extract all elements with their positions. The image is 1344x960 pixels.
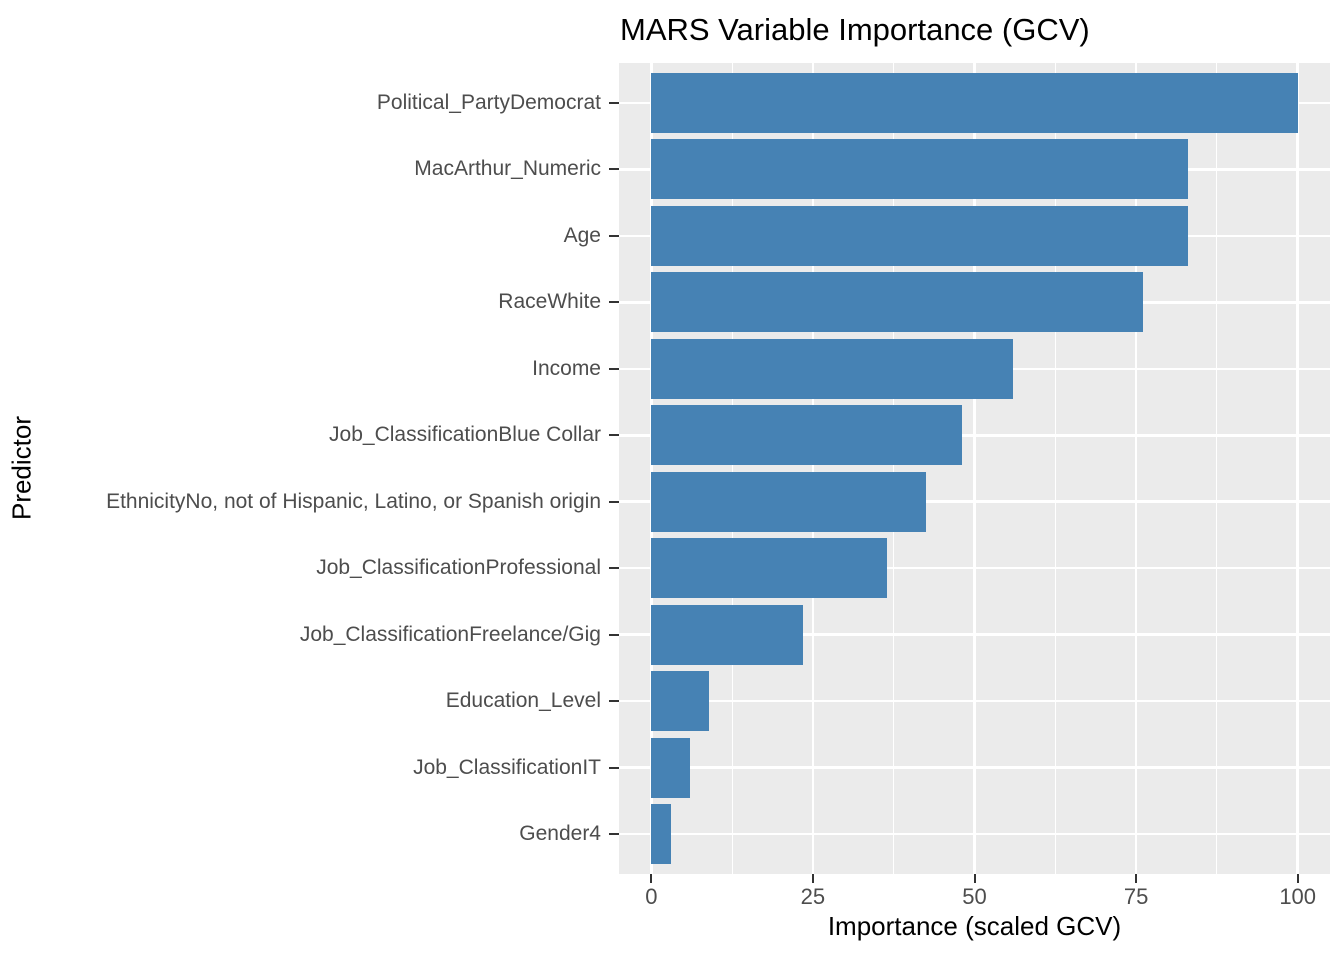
grid-major-h: [619, 832, 1330, 836]
y-tick: [609, 833, 619, 836]
bar: [651, 737, 691, 798]
bar: [651, 338, 1014, 399]
x-tick-label: 0: [645, 884, 658, 909]
grid-major-h: [619, 500, 1330, 503]
y-tick-label: Education_Level: [445, 689, 601, 713]
grid-major-h: [619, 699, 1330, 703]
grid-major-h: [619, 566, 1330, 570]
bar: [651, 471, 927, 532]
grid-minor-v: [1054, 63, 1056, 874]
chart-title: MARS Variable Importance (GCV): [620, 12, 1090, 47]
grid-major-v: [811, 63, 815, 874]
y-tick: [609, 500, 619, 503]
bar: [651, 205, 1188, 266]
grid-major-v: [650, 63, 653, 874]
y-tick-label: Job_ClassificationFreelance/Gig: [299, 622, 601, 646]
x-axis-title: Importance (scaled GCV): [827, 911, 1122, 941]
y-tick-label: Political_PartyDemocrat: [376, 90, 601, 114]
bar: [651, 139, 1188, 200]
grid-major-v: [1296, 63, 1299, 874]
y-tick-label: Job_ClassificationIT: [413, 755, 601, 779]
y-tick: [609, 633, 619, 636]
y-tick: [609, 301, 619, 304]
grid-major-v: [1134, 63, 1138, 874]
bar: [651, 405, 962, 466]
y-tick-label: MacArthur_Numeric: [414, 157, 601, 181]
x-tick-label: 75: [1123, 884, 1149, 909]
y-tick-label: Job_ClassificationProfessional: [316, 556, 601, 580]
x-tick-label: 50: [962, 884, 987, 909]
y-tick: [609, 234, 619, 237]
grid-major-h: [619, 633, 1330, 636]
x-tick-label: 100: [1279, 884, 1317, 909]
y-axis-title: Predictor: [6, 415, 37, 521]
grid-major-h: [619, 434, 1330, 437]
grid-major-h: [619, 766, 1330, 769]
x-tick: [811, 874, 814, 883]
y-tick-label: Gender4: [519, 822, 601, 846]
plot-panel: [619, 63, 1330, 874]
grid-minor-v: [1216, 63, 1218, 874]
x-tick: [1135, 874, 1138, 883]
x-tick-label: 25: [800, 884, 826, 909]
y-tick-label: Income: [532, 356, 601, 380]
bar: [651, 604, 804, 665]
y-tick-label: EthnicityNo, not of Hispanic, Latino, or…: [106, 489, 601, 513]
bar: [651, 272, 1143, 333]
y-tick: [609, 766, 619, 769]
y-tick: [609, 101, 619, 104]
y-tick-label: Age: [563, 223, 601, 247]
y-tick-label: Job_ClassificationBlue Collar: [329, 423, 601, 447]
bar: [651, 671, 710, 732]
x-tick: [1296, 874, 1299, 883]
y-tick-label: RaceWhite: [498, 290, 601, 314]
grid-minor-v: [893, 63, 895, 874]
grid-minor-v: [731, 63, 733, 874]
x-tick: [973, 874, 976, 883]
bar: [651, 72, 1298, 133]
grid-major-v: [973, 63, 976, 874]
y-tick: [609, 434, 619, 437]
x-tick: [650, 874, 653, 883]
y-tick: [609, 168, 619, 171]
y-tick: [609, 700, 619, 703]
y-tick: [609, 367, 619, 370]
bar: [651, 538, 888, 599]
y-tick: [609, 567, 619, 570]
bar: [651, 804, 671, 864]
